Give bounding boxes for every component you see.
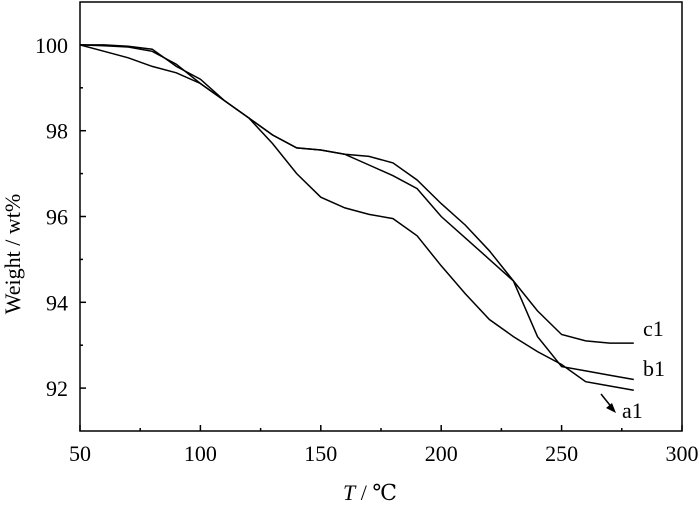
- series-label-c1: c1: [643, 316, 664, 341]
- a1-pointer-arrowhead: [606, 403, 616, 413]
- x-axis-title-var: T: [343, 480, 357, 505]
- series-label-a1: a1: [622, 398, 643, 423]
- y-tick-label: 92: [46, 376, 68, 401]
- x-axis: 50 100 150 200 250 300: [69, 425, 699, 466]
- y-tick-label: 100: [35, 33, 68, 58]
- series-line-a1: [80, 44, 634, 391]
- y-tick-label: 96: [46, 205, 68, 230]
- x-tick-label: 200: [425, 441, 458, 466]
- series-label-b1: b1: [643, 356, 665, 381]
- x-axis-title-unit: / ℃: [355, 480, 397, 505]
- x-tick-label: 100: [184, 441, 217, 466]
- y-axis-title: Weight / wt%: [0, 194, 25, 314]
- x-tick-label: 50: [69, 441, 91, 466]
- y-tick-label: 98: [46, 119, 68, 144]
- y-tick-label: 94: [46, 290, 68, 315]
- series-line-c1: [79, 44, 634, 344]
- x-tick-label: 250: [545, 441, 578, 466]
- x-tick-label: 150: [304, 441, 337, 466]
- series-line-b1: [79, 44, 634, 381]
- y-axis: 92 94 96 98 100: [35, 33, 86, 401]
- x-tick-label: 300: [666, 441, 699, 466]
- x-axis-title: T / ℃: [343, 480, 397, 505]
- series-group: [79, 44, 634, 391]
